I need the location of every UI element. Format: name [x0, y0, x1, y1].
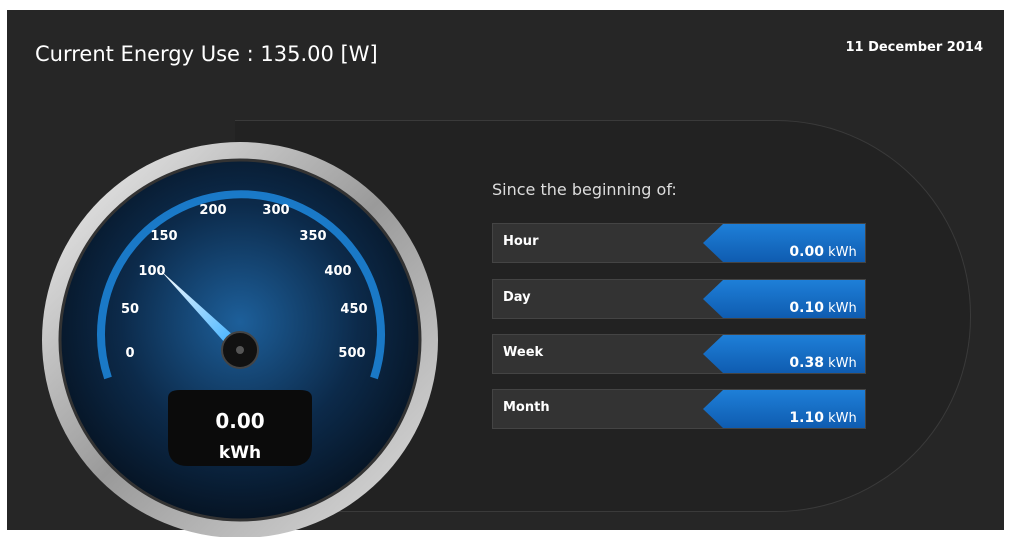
gauge-tick-label: 50 — [121, 302, 139, 317]
gauge-tick-label: 150 — [150, 229, 177, 244]
gauge-tick-label: 300 — [262, 203, 289, 218]
gauge-tick-label: 400 — [324, 264, 351, 279]
reading-unit: kWh — [219, 443, 261, 463]
gauge: 0.00 kWh 0 50 100 150 200 300 350 400 450 500 — [0, 0, 1011, 537]
gauge-tick-label: 0 — [125, 346, 134, 361]
gauge-tick-label: 100 — [138, 264, 165, 279]
page: Current Energy Use : 135.00 [W] 11 Decem… — [0, 0, 1011, 537]
reading: 0.00 — [215, 409, 264, 433]
gauge-tick-label: 200 — [199, 203, 226, 218]
gauge-tick-label: 450 — [340, 302, 367, 317]
hub-center — [236, 346, 244, 354]
gauge-tick-label: 350 — [299, 229, 326, 244]
gauge-tick-label: 500 — [338, 346, 365, 361]
